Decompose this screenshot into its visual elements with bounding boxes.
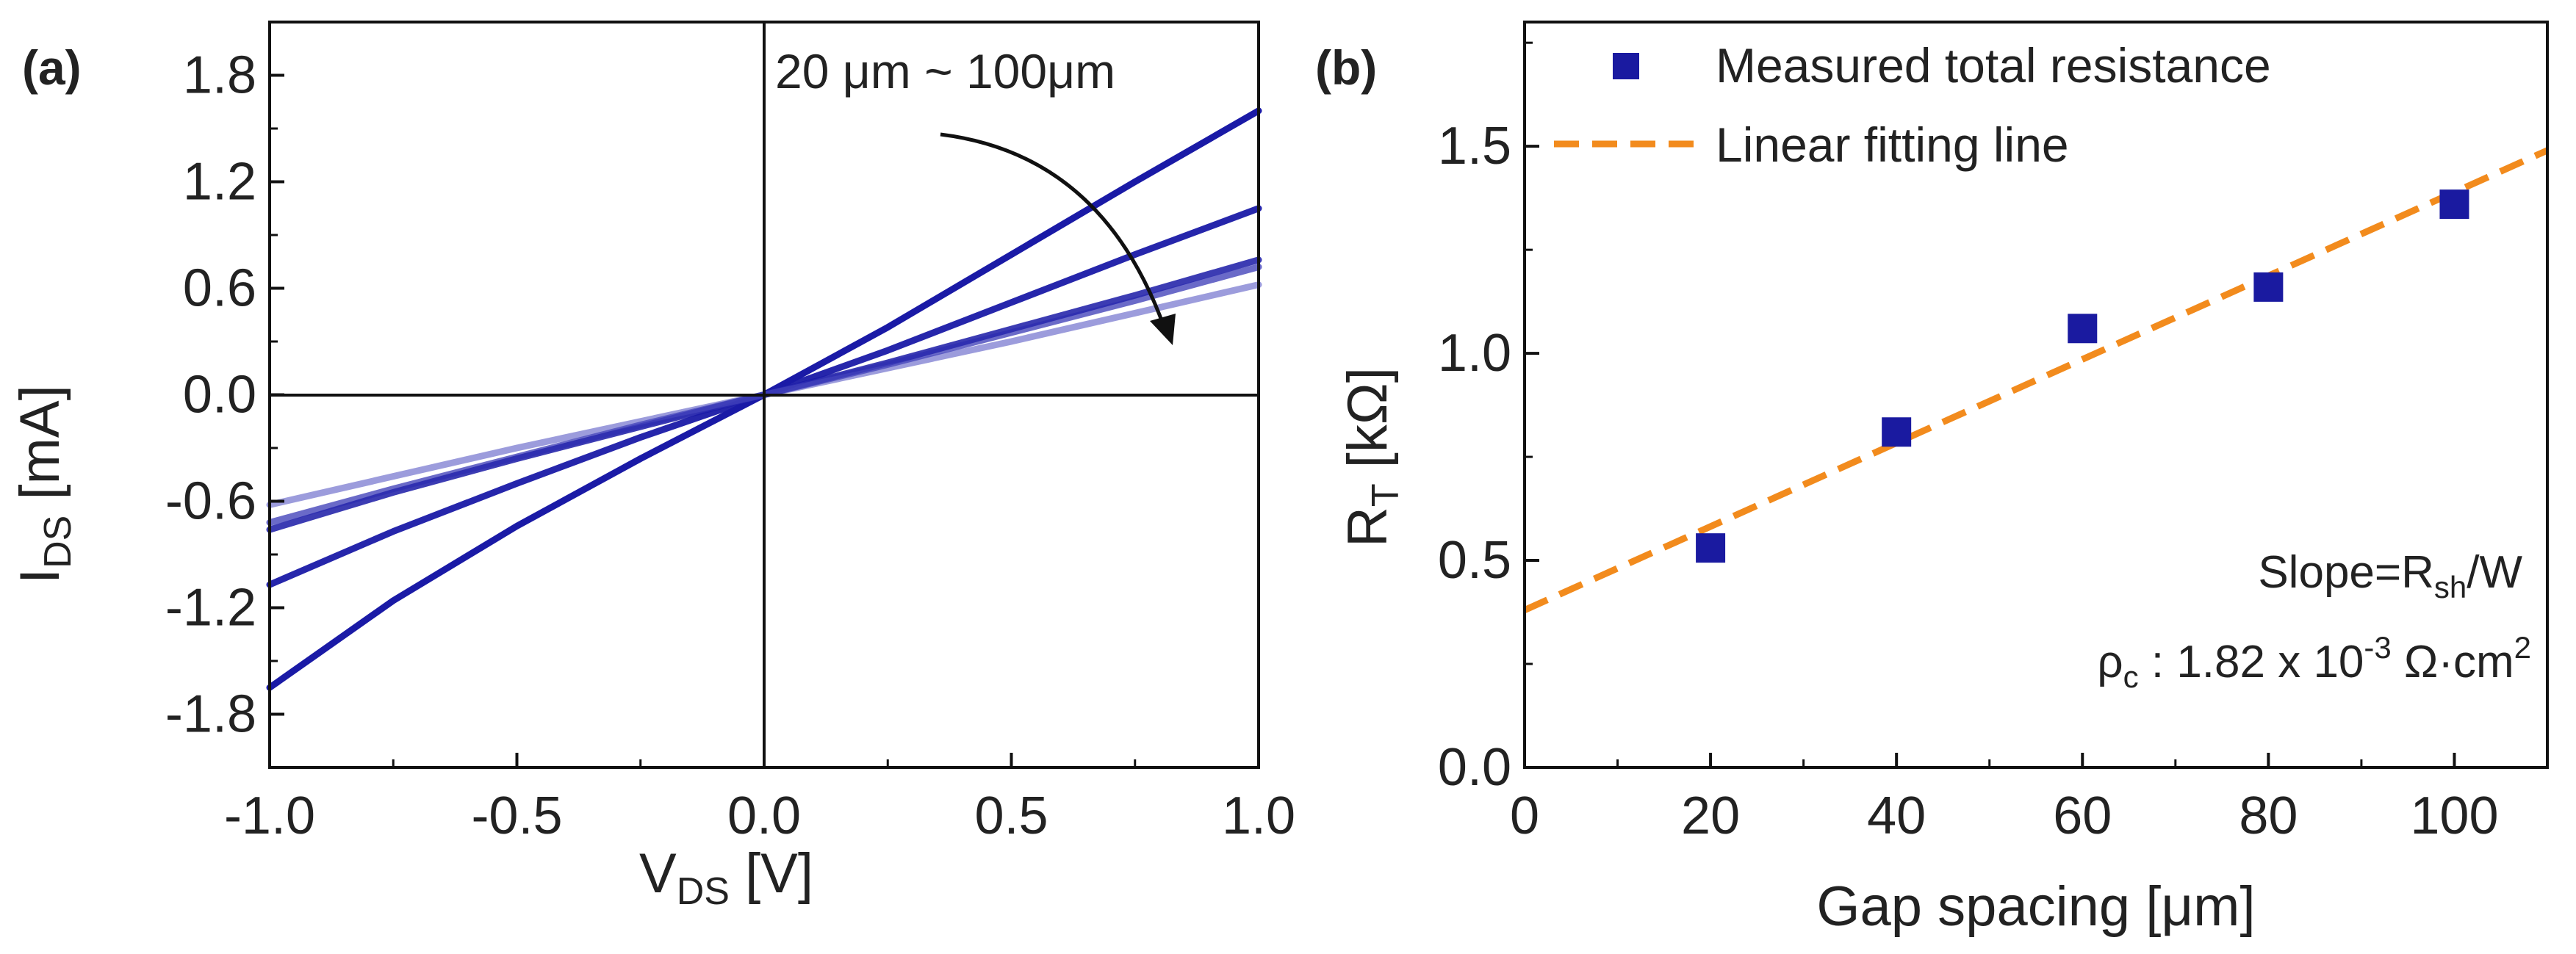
b-x-tick-label: 80 xyxy=(2239,787,2298,845)
b-x-tick-label: 0 xyxy=(1510,787,1539,845)
b-x-tick-label: 40 xyxy=(1867,787,1926,845)
b-data-point xyxy=(1882,417,1912,447)
b-slope-sub: sh xyxy=(2434,570,2467,604)
panel-a-iv-curves: (a) -1.0 -0.5 0.0 0.5 1.01.81.20.60.0-0.6-1.… xyxy=(9,21,1295,913)
a-ylabel-main: I xyxy=(9,568,71,584)
b-rho-unit: Ω·cm xyxy=(2392,637,2514,687)
b-ylabel-main: R xyxy=(1336,507,1399,547)
a-y-tick-label: 0.0 xyxy=(183,366,256,424)
a-x-tick-label: 1.0 xyxy=(1222,787,1295,845)
b-data xyxy=(1523,147,2549,613)
b-ylabel-sub: T xyxy=(1364,483,1407,507)
b-legend-label-fit: Linear fitting line xyxy=(1716,118,2069,172)
a-y-tick-label: 1.2 xyxy=(183,153,256,212)
b-data-point xyxy=(1696,533,1726,563)
b-rho-value: : 1.82 x 10 xyxy=(2139,637,2364,687)
a-y-tick-label: 1.8 xyxy=(183,46,256,105)
a-x-tick-label: -0.5 xyxy=(471,787,562,845)
b-legend-label-measured: Measured total resistance xyxy=(1716,38,2271,93)
a-x-tick-label: 0.5 xyxy=(974,787,1048,845)
a-x-tick-label: 0.0 xyxy=(727,787,801,845)
b-ylabel: RT [kΩ] xyxy=(1336,367,1407,547)
a-y-tick-label: -1.8 xyxy=(165,685,256,744)
a-xlabel-unit: [V] xyxy=(730,842,813,905)
b-x-tick-label: 60 xyxy=(2053,787,2112,845)
a-ylabel-unit: [mA] xyxy=(9,385,71,515)
b-data-point xyxy=(2253,272,2284,302)
b-data-point xyxy=(2439,189,2469,220)
b-y-tick-label: 1.0 xyxy=(1438,324,1511,383)
b-data-point xyxy=(2068,314,2098,344)
b-legend: Measured total resistance Linear fitting… xyxy=(1554,38,2271,172)
b-x-tick-label: 20 xyxy=(1681,787,1740,845)
a-ylabel-sub: DS xyxy=(37,516,79,568)
b-ylabel-unit: [kΩ] xyxy=(1336,367,1399,483)
panel-b-tlm-plot: (b) 0 20 40 60 80 100 0.0 0.5 1.0 1.5 Measured to… xyxy=(1315,21,2549,938)
a-ticks: -1.0 -0.5 0.0 0.5 1.0 1.8 1.2 0.6 0.0 -0.6 -1.2 -1.… xyxy=(165,46,1295,846)
a-y-tick-label: -0.6 xyxy=(165,472,256,531)
b-y-tick-label: 0.0 xyxy=(1438,738,1511,797)
a-y-tick-label: -1.2 xyxy=(165,579,256,637)
b-y-tick-label: 0.5 xyxy=(1438,531,1511,590)
b-y-tick-label: 1.5 xyxy=(1438,117,1511,176)
b-legend-marker-measured xyxy=(1613,53,1639,79)
a-ylabel: IDS [mA] xyxy=(9,385,79,584)
b-fit-line xyxy=(1523,147,2549,613)
a-annotation-arrow-line xyxy=(940,132,1167,329)
b-rho-unit-exp: 2 xyxy=(2514,630,2531,665)
b-rho-sub: c xyxy=(2123,660,2139,694)
a-y-tick-label: 0.6 xyxy=(183,259,256,318)
a-xlabel-main: V xyxy=(639,842,677,905)
b-rho-main: ρ xyxy=(2097,637,2123,687)
b-annotation-slope: Slope=Rsh/W xyxy=(2258,547,2522,604)
a-xlabel-sub: DS xyxy=(677,870,730,913)
b-plot-frame xyxy=(1523,21,2549,769)
a-annotation-arrow-head xyxy=(1150,314,1176,345)
a-x-tick-label: -1.0 xyxy=(224,787,315,845)
a-annotation: 20 μm ~ 100μm xyxy=(775,44,1115,98)
a-xlabel: VDS [V] xyxy=(639,842,813,913)
b-ticks: 0 20 40 60 80 100 0.0 0.5 1.0 1.5 xyxy=(1438,41,2499,845)
panel-a-label: (a) xyxy=(22,40,82,95)
panel-b-label: (b) xyxy=(1315,40,1377,95)
b-xlabel: Gap spacing [μm] xyxy=(1816,875,2255,938)
b-slope-main: Slope=R xyxy=(2258,547,2434,598)
b-slope-tail: /W xyxy=(2467,547,2522,598)
b-annotation-rho: ρc : 1.82 x 10-3 Ω·cm2 xyxy=(2097,630,2531,694)
b-rho-exp: -3 xyxy=(2364,630,2391,665)
b-x-tick-label: 100 xyxy=(2410,787,2498,845)
